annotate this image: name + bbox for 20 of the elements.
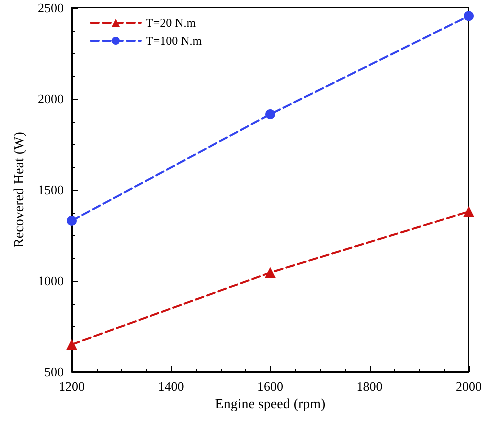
point [266, 109, 276, 120]
point [67, 216, 77, 226]
y-tick-label: 500 [44, 364, 64, 380]
legend-label: T=100 N.m [146, 34, 203, 48]
y-tick-label: 2500 [38, 0, 64, 16]
x-tick-label: 1200 [59, 379, 85, 394]
x-tick-label: 1400 [158, 379, 184, 394]
point [464, 11, 474, 22]
x-tick-label: 1600 [258, 379, 284, 394]
y-tick-label: 1500 [38, 182, 64, 198]
x-axis-title: Engine speed (rpm) [215, 398, 326, 412]
y-axis-title: Recovered Heat (W) [12, 132, 28, 248]
y-tick-label: 1000 [38, 274, 64, 288]
point [66, 339, 78, 350]
y-tick-label: 2000 [38, 92, 64, 106]
x-tick-label: 1800 [356, 379, 383, 394]
legend-label: T=20 N.m [146, 16, 197, 30]
point [464, 206, 474, 218]
x-tick-label: 2000 [456, 379, 482, 394]
point [265, 267, 276, 278]
